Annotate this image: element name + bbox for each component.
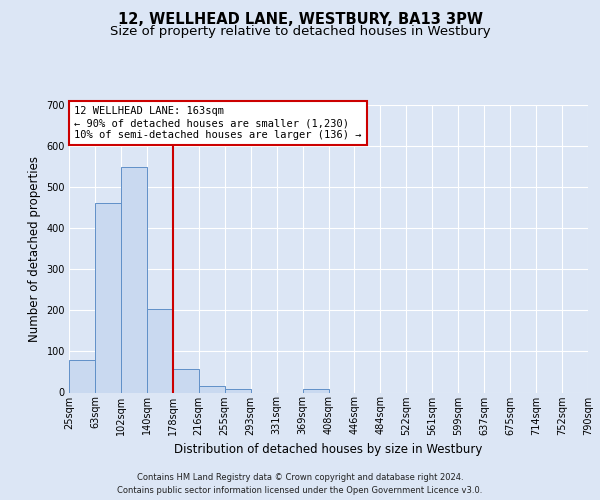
Text: 12 WELLHEAD LANE: 163sqm
← 90% of detached houses are smaller (1,230)
10% of sem: 12 WELLHEAD LANE: 163sqm ← 90% of detach… — [74, 106, 362, 140]
Bar — [173, 369, 199, 392]
Bar — [147, 309, 173, 392]
Text: Size of property relative to detached houses in Westbury: Size of property relative to detached ho… — [110, 25, 490, 38]
X-axis label: Distribution of detached houses by size in Westbury: Distribution of detached houses by size … — [175, 443, 482, 456]
Text: Contains HM Land Registry data © Crown copyright and database right 2024.
Contai: Contains HM Land Registry data © Crown c… — [118, 474, 482, 495]
Bar — [225, 389, 251, 392]
Bar — [302, 389, 329, 392]
Text: 12, WELLHEAD LANE, WESTBURY, BA13 3PW: 12, WELLHEAD LANE, WESTBURY, BA13 3PW — [118, 12, 482, 28]
Y-axis label: Number of detached properties: Number of detached properties — [28, 156, 41, 342]
Bar — [121, 166, 147, 392]
Bar — [95, 203, 121, 392]
Bar — [69, 360, 95, 392]
Bar — [199, 386, 224, 392]
